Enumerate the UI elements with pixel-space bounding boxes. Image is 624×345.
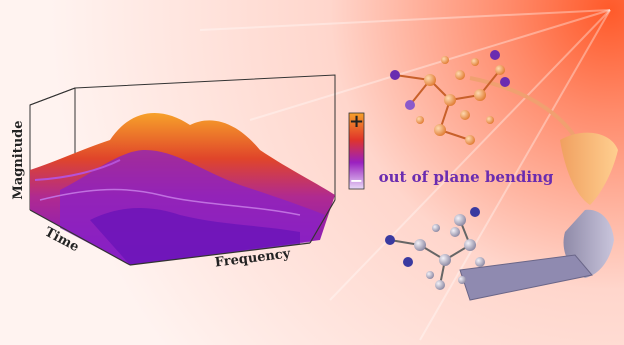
shape [495,65,505,75]
page: Magnitude Time Frequency + − out of plan… [0,0,624,345]
shape [460,110,470,120]
shape [432,224,440,232]
shape [414,239,426,251]
shape [465,135,475,145]
shape [403,257,413,267]
shape [385,235,395,245]
shape [470,207,480,217]
caption: out of plane bending [379,168,554,186]
colorbar-max-label: + [349,111,364,132]
shape [444,94,456,106]
shape [464,239,476,251]
shape [405,100,415,110]
shape [454,214,466,226]
shape [500,77,510,87]
colorbar-min-label: − [350,171,363,190]
shape [390,70,400,80]
shape [486,116,494,124]
shape [471,58,479,66]
shape [455,70,465,80]
shape [475,257,485,267]
shape [441,56,449,64]
z-axis-label: Magnitude [11,120,26,199]
shape [450,227,460,237]
shape [490,50,500,60]
shape [439,254,451,266]
shape [416,116,424,124]
shape [474,89,486,101]
shape [426,271,434,279]
shape [424,74,436,86]
shape [434,124,446,136]
graphic: Magnitude Time Frequency + − out of plan… [0,0,624,345]
shape [458,276,466,284]
shape [435,280,445,290]
